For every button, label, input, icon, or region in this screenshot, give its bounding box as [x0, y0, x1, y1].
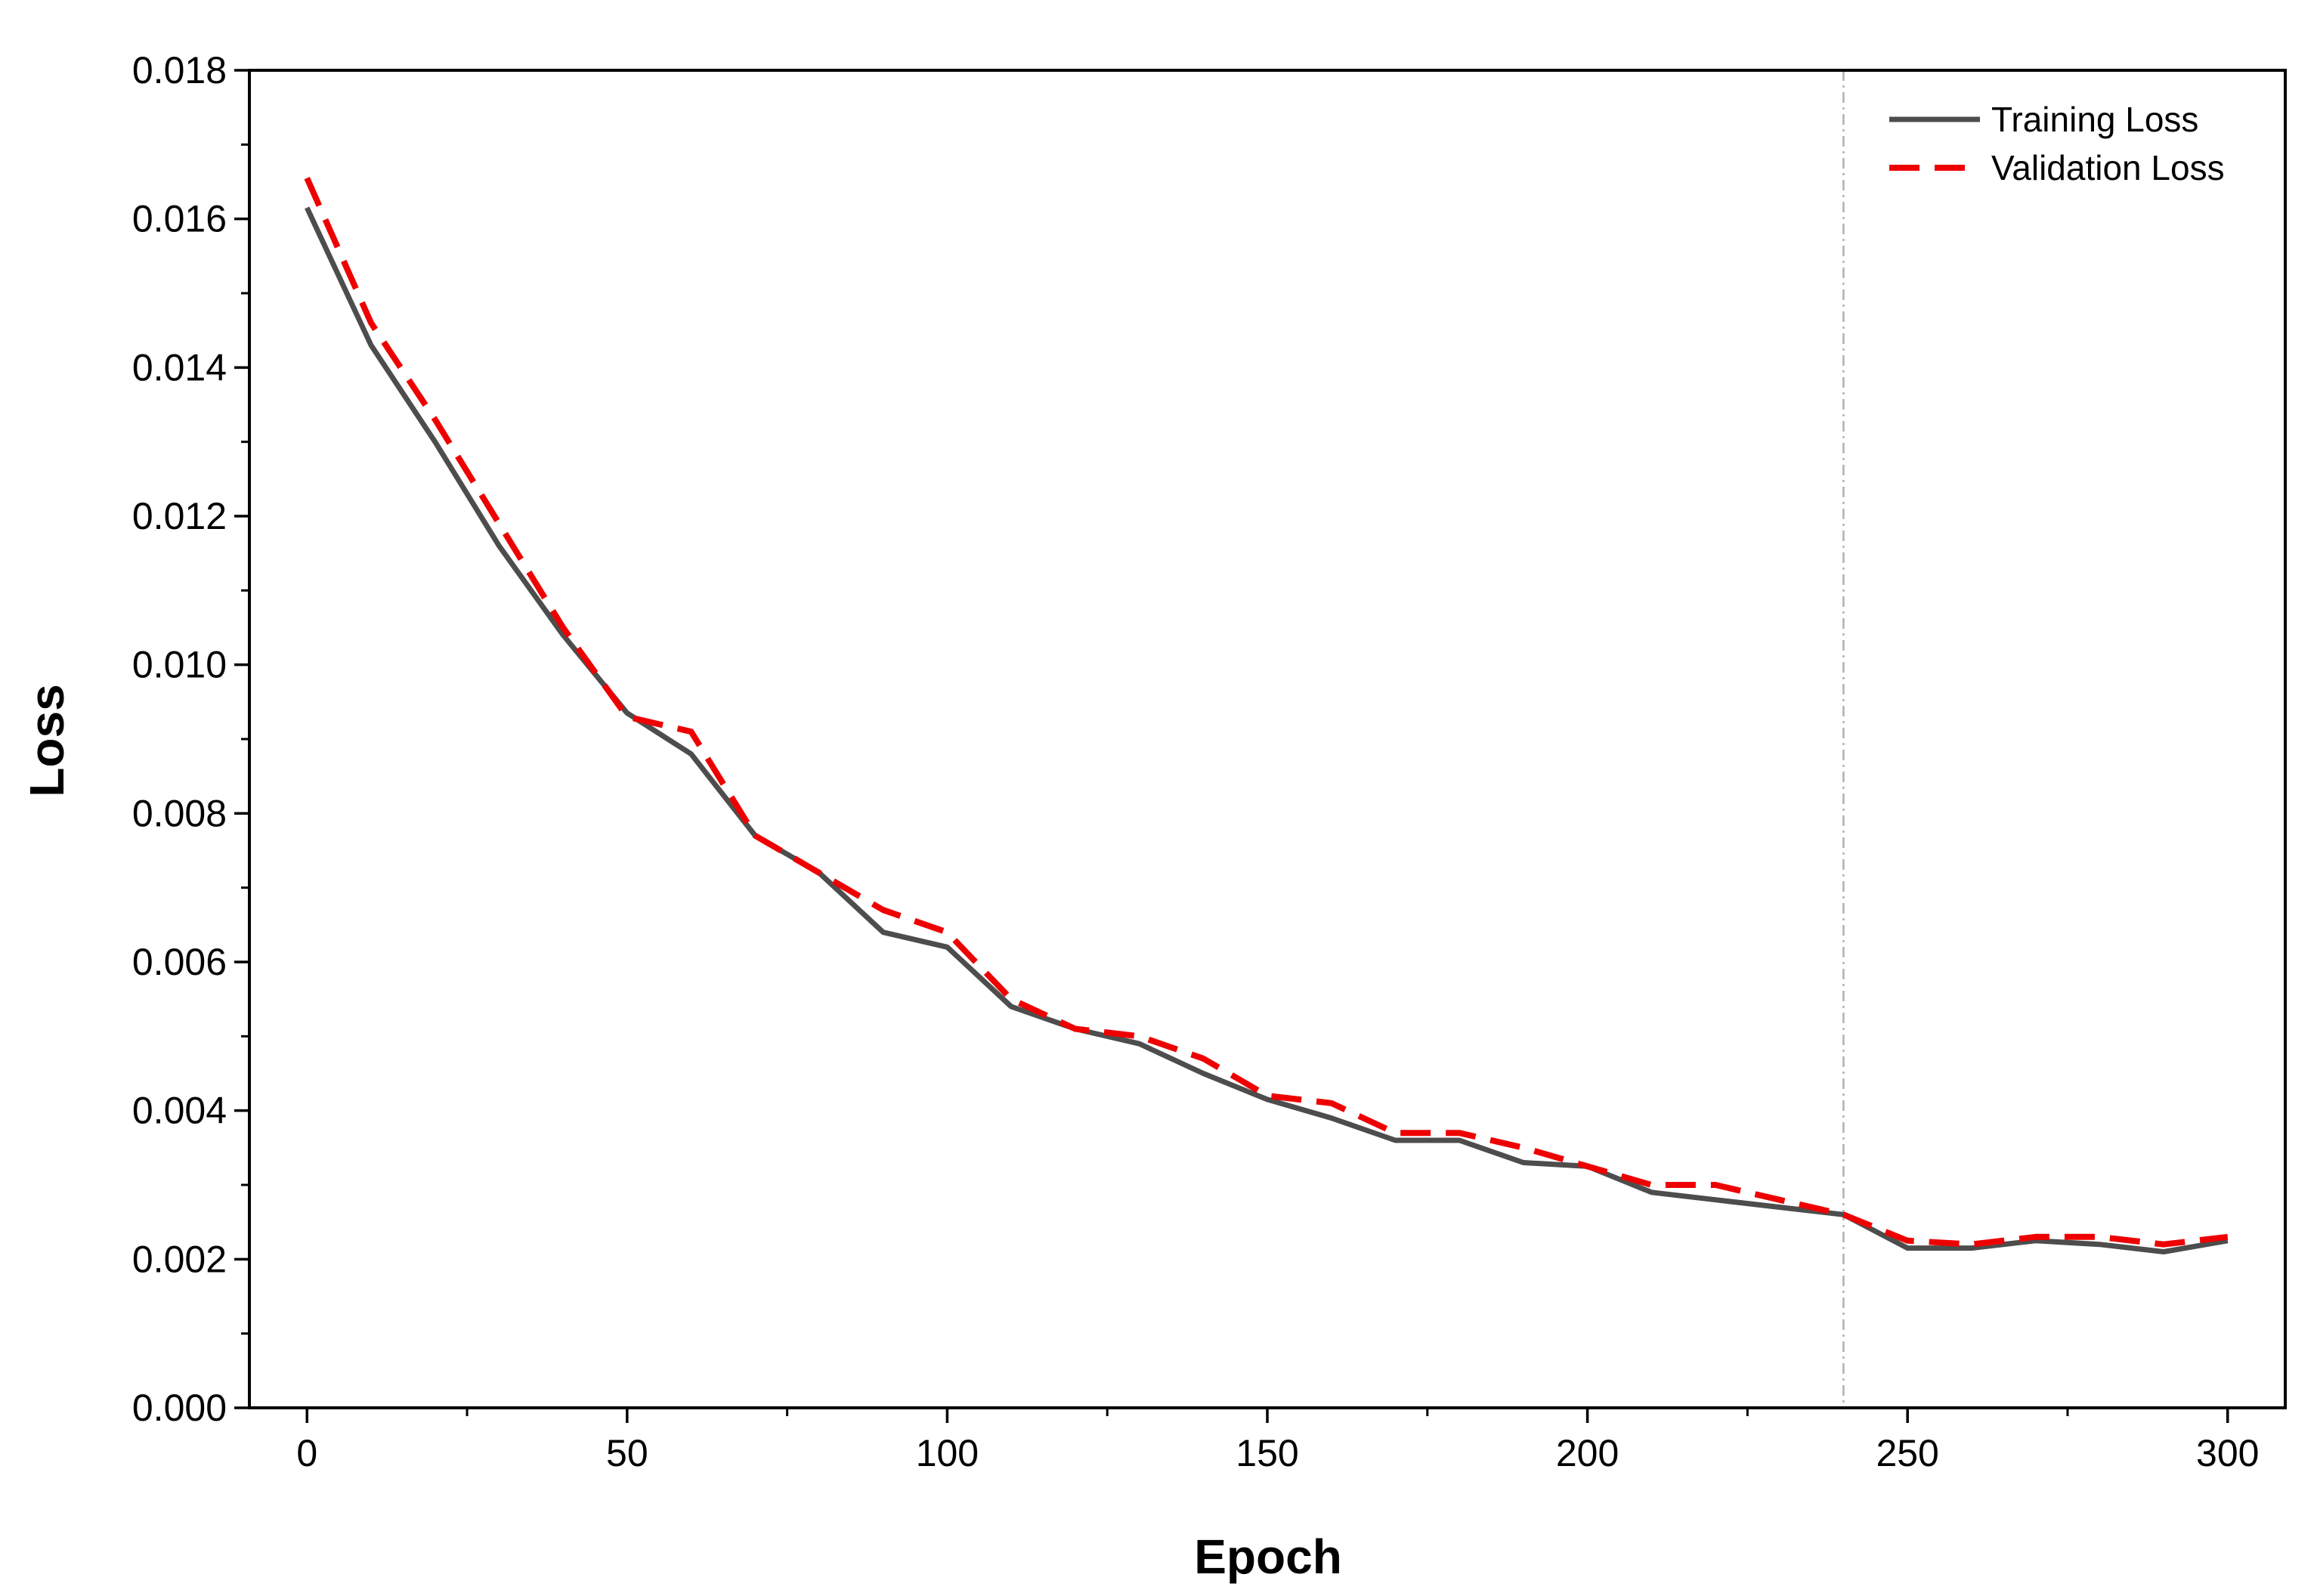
plot-frame — [248, 69, 2287, 1409]
x-tick-label: 50 — [606, 1432, 648, 1474]
x-tick-label: 150 — [1236, 1432, 1298, 1474]
y-tick-label: 0.004 — [132, 1090, 227, 1132]
axis-layer: 0.000 0.002 0.004 0.006 0.008 0.010 0.012 0.014… — [132, 49, 2287, 1474]
y-tick-label: 0.006 — [132, 941, 227, 983]
x-axis-title: Epoch — [1194, 1530, 1342, 1584]
series-line-1 — [304, 176, 2229, 1248]
x-tick-label: 300 — [2196, 1432, 2259, 1474]
legend-label-0: Training Loss — [1991, 100, 2198, 139]
x-tick-label: 200 — [1556, 1432, 1619, 1474]
y-tick-label: 0.016 — [132, 198, 227, 240]
y-tick-label: 0.000 — [132, 1387, 227, 1429]
x-tick-label: 0 — [296, 1432, 317, 1474]
y-tick-label: 0.014 — [132, 346, 227, 388]
y-tick-label: 0.012 — [132, 495, 227, 537]
y-tick-label: 0.002 — [132, 1238, 227, 1280]
series-line-0 — [305, 206, 2229, 1254]
y-tick-label: 0.010 — [132, 644, 227, 686]
x-tick-label: 100 — [916, 1432, 979, 1474]
y-axis-title: Loss — [20, 684, 74, 796]
y-tick-label: 0.008 — [132, 792, 227, 834]
legend-label-1: Validation Loss — [1991, 148, 2225, 187]
y-tick-label: 0.018 — [132, 49, 227, 91]
plot-layer — [304, 70, 2229, 1408]
x-tick-label: 250 — [1876, 1432, 1938, 1474]
legend: Training Loss Validation Loss — [1889, 100, 2225, 187]
